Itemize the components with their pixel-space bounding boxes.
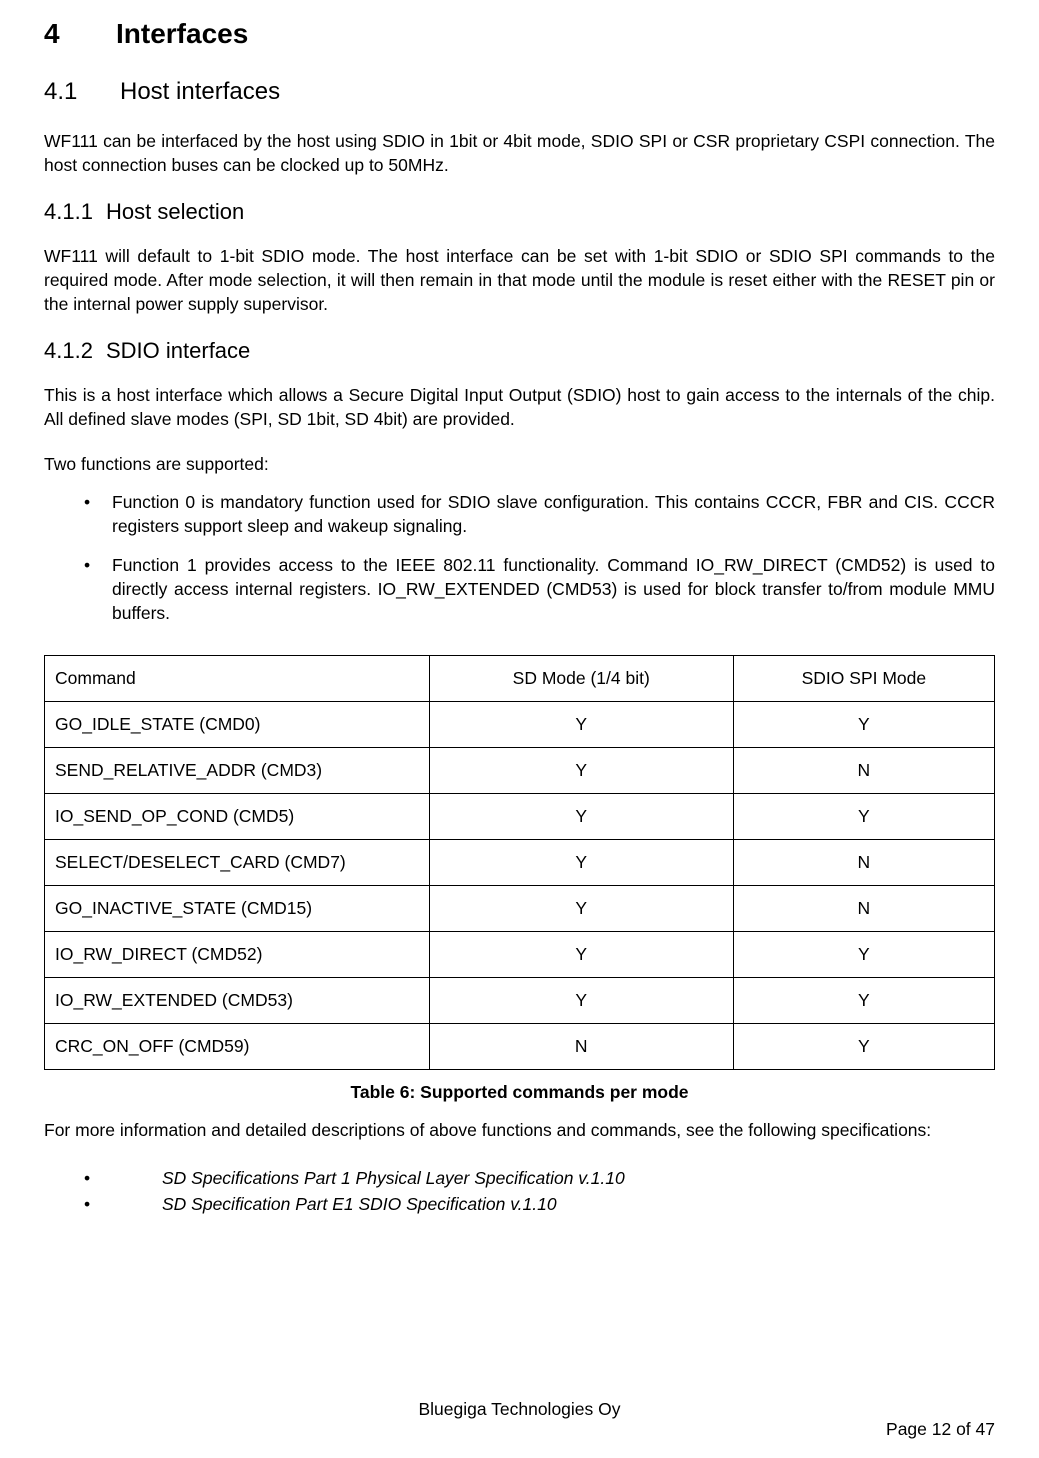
footer-company: Bluegiga Technologies Oy bbox=[0, 1399, 1039, 1420]
commands-table: CommandSD Mode (1/4 bit)SDIO SPI ModeGO_… bbox=[44, 655, 995, 1070]
table-cell: N bbox=[733, 886, 994, 932]
subsubsection-title: SDIO interface bbox=[106, 338, 250, 363]
list-item: SD Specification Part E1 SDIO Specificat… bbox=[84, 1191, 995, 1217]
table-cell: Y bbox=[733, 794, 994, 840]
list-item: SD Specifications Part 1 Physical Layer … bbox=[84, 1165, 995, 1191]
paragraph: This is a host interface which allows a … bbox=[44, 384, 995, 431]
section-heading: 4Interfaces bbox=[44, 18, 995, 50]
page-number: Page 12 of 47 bbox=[886, 1419, 995, 1440]
table-row: SELECT/DESELECT_CARD (CMD7)YN bbox=[45, 840, 995, 886]
table-cell: IO_SEND_OP_COND (CMD5) bbox=[45, 794, 430, 840]
subsubsection-heading: 4.1.1Host selection bbox=[44, 199, 995, 225]
table-cell: IO_RW_DIRECT (CMD52) bbox=[45, 932, 430, 978]
table-row: GO_IDLE_STATE (CMD0)YY bbox=[45, 702, 995, 748]
table-row: CRC_ON_OFF (CMD59)NY bbox=[45, 1024, 995, 1070]
paragraph: Two functions are supported: bbox=[44, 453, 995, 477]
table-cell: Y bbox=[733, 932, 994, 978]
paragraph: For more information and detailed descri… bbox=[44, 1119, 995, 1143]
table-header-cell: SD Mode (1/4 bit) bbox=[429, 656, 733, 702]
table-cell: Y bbox=[733, 702, 994, 748]
table-cell: N bbox=[429, 1024, 733, 1070]
table-cell: CRC_ON_OFF (CMD59) bbox=[45, 1024, 430, 1070]
paragraph: WF111 will default to 1-bit SDIO mode. T… bbox=[44, 245, 995, 316]
table-cell: Y bbox=[429, 702, 733, 748]
subsubsection-title: Host selection bbox=[106, 199, 244, 224]
section-number: 4 bbox=[44, 18, 116, 50]
subsubsection-number: 4.1.1 bbox=[44, 199, 106, 225]
spec-list: SD Specifications Part 1 Physical Layer … bbox=[44, 1165, 995, 1218]
table-cell: N bbox=[733, 840, 994, 886]
table-cell: IO_RW_EXTENDED (CMD53) bbox=[45, 978, 430, 1024]
table-cell: Y bbox=[733, 1024, 994, 1070]
table-cell: SELECT/DESELECT_CARD (CMD7) bbox=[45, 840, 430, 886]
table-cell: Y bbox=[429, 748, 733, 794]
table-cell: Y bbox=[429, 794, 733, 840]
table-row: GO_INACTIVE_STATE (CMD15)YN bbox=[45, 886, 995, 932]
subsection-title: Host interfaces bbox=[120, 78, 280, 105]
table-cell: GO_IDLE_STATE (CMD0) bbox=[45, 702, 430, 748]
table-cell: GO_INACTIVE_STATE (CMD15) bbox=[45, 886, 430, 932]
table-cell: Y bbox=[429, 840, 733, 886]
table-header-row: CommandSD Mode (1/4 bit)SDIO SPI Mode bbox=[45, 656, 995, 702]
table-row: IO_RW_EXTENDED (CMD53)YY bbox=[45, 978, 995, 1024]
section-title: Interfaces bbox=[116, 18, 248, 49]
table-header-cell: SDIO SPI Mode bbox=[733, 656, 994, 702]
table-row: IO_RW_DIRECT (CMD52)YY bbox=[45, 932, 995, 978]
function-list: Function 0 is mandatory function used fo… bbox=[44, 491, 995, 625]
table-row: IO_SEND_OP_COND (CMD5)YY bbox=[45, 794, 995, 840]
subsection-number: 4.1 bbox=[44, 78, 120, 106]
list-item: Function 0 is mandatory function used fo… bbox=[84, 491, 995, 538]
table-cell: Y bbox=[429, 978, 733, 1024]
table-body: CommandSD Mode (1/4 bit)SDIO SPI ModeGO_… bbox=[45, 656, 995, 1070]
table-cell: Y bbox=[733, 978, 994, 1024]
table-cell: Y bbox=[429, 932, 733, 978]
footer: Bluegiga Technologies Oy bbox=[0, 1399, 1039, 1440]
table-row: SEND_RELATIVE_ADDR (CMD3)YN bbox=[45, 748, 995, 794]
subsection-heading: 4.1Host interfaces bbox=[44, 78, 995, 106]
table-caption: Table 6: Supported commands per mode bbox=[44, 1082, 995, 1103]
subsubsection-number: 4.1.2 bbox=[44, 338, 106, 364]
list-item: Function 1 provides access to the IEEE 8… bbox=[84, 554, 995, 625]
table-cell: N bbox=[733, 748, 994, 794]
table-cell: Y bbox=[429, 886, 733, 932]
table-header-cell: Command bbox=[45, 656, 430, 702]
paragraph: WF111 can be interfaced by the host usin… bbox=[44, 130, 995, 177]
table-cell: SEND_RELATIVE_ADDR (CMD3) bbox=[45, 748, 430, 794]
subsubsection-heading: 4.1.2SDIO interface bbox=[44, 338, 995, 364]
